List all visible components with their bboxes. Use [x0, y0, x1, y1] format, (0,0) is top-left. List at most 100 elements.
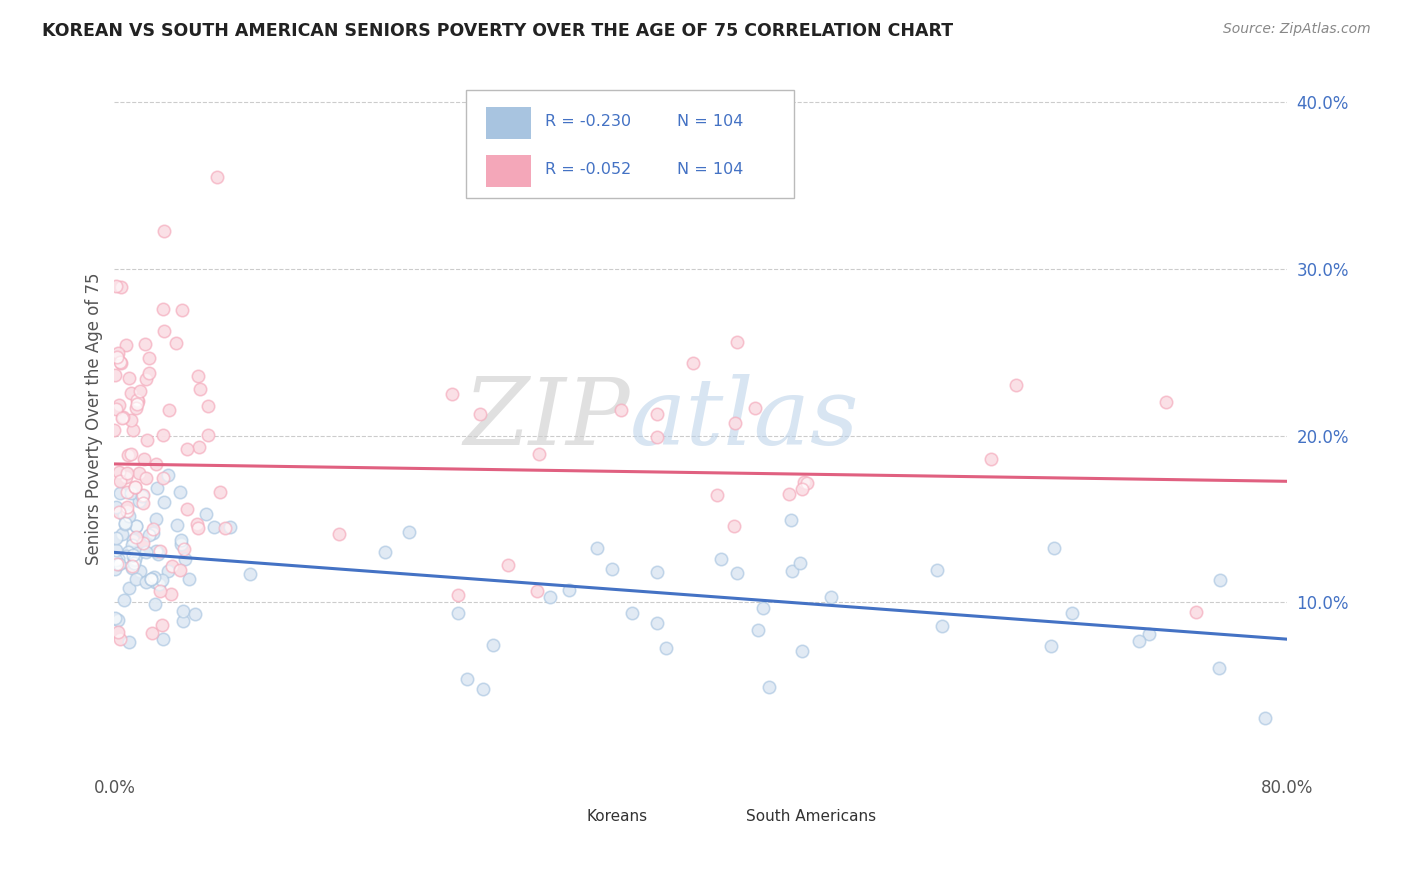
Point	[141, 572, 163, 586]
Point	[110, 279, 132, 293]
Point	[197, 399, 219, 413]
Text: N = 104: N = 104	[678, 114, 744, 129]
Point	[165, 335, 187, 350]
Point	[150, 618, 173, 632]
Point	[148, 576, 170, 591]
Point	[744, 401, 766, 415]
Point	[153, 224, 176, 238]
Point	[122, 553, 145, 567]
Point	[115, 470, 138, 484]
Point	[209, 485, 232, 500]
Point	[725, 566, 748, 581]
Point	[470, 407, 492, 421]
Point	[176, 501, 198, 516]
Point	[602, 562, 624, 576]
Point	[128, 493, 150, 508]
Point	[328, 527, 350, 541]
Point	[104, 279, 127, 293]
Point	[108, 505, 131, 519]
Point	[792, 482, 814, 496]
Point	[132, 536, 155, 550]
Point	[128, 466, 150, 480]
Point	[122, 556, 145, 570]
Point	[187, 368, 209, 383]
Point	[1042, 541, 1064, 556]
Point	[186, 516, 208, 531]
Point	[124, 519, 146, 533]
Point	[114, 508, 136, 523]
Point	[758, 680, 780, 694]
Point	[470, 407, 492, 421]
Point	[124, 480, 146, 494]
Point	[122, 423, 145, 437]
Point	[176, 442, 198, 456]
Point	[725, 334, 748, 349]
Point	[150, 618, 173, 632]
Point	[104, 553, 127, 567]
Point	[456, 673, 478, 687]
Point	[107, 613, 129, 627]
Point	[104, 368, 127, 382]
FancyBboxPatch shape	[486, 154, 530, 186]
Point	[1004, 378, 1026, 392]
Point	[1040, 640, 1063, 654]
Point	[1185, 605, 1208, 619]
Point	[1185, 605, 1208, 619]
Point	[780, 564, 803, 578]
Point	[105, 401, 128, 416]
Text: R = -0.230: R = -0.230	[544, 114, 631, 129]
Point	[111, 410, 134, 425]
Point	[107, 552, 129, 566]
Point	[121, 533, 143, 547]
Point	[610, 403, 633, 417]
Point	[980, 452, 1002, 467]
Point	[145, 597, 167, 611]
Point	[118, 508, 141, 523]
Point	[121, 533, 143, 547]
Point	[1253, 711, 1275, 725]
Point	[129, 564, 152, 578]
Point	[117, 545, 139, 559]
Point	[152, 632, 174, 646]
Point	[141, 573, 163, 587]
Point	[647, 408, 669, 422]
Point	[170, 537, 193, 551]
Point	[153, 324, 176, 338]
Point	[135, 545, 157, 559]
Point	[104, 542, 127, 557]
Point	[447, 607, 470, 621]
Point	[115, 503, 138, 517]
Point	[125, 401, 148, 415]
Point	[132, 496, 155, 510]
Text: N = 104: N = 104	[678, 161, 744, 177]
Point	[110, 486, 132, 500]
Point	[114, 508, 136, 523]
Point	[980, 452, 1002, 467]
Point	[152, 471, 174, 485]
Point	[125, 572, 148, 586]
Point	[108, 465, 131, 479]
Point	[706, 488, 728, 502]
Point	[138, 351, 160, 365]
Point	[169, 485, 191, 500]
Point	[172, 604, 194, 618]
Point	[115, 466, 138, 480]
Point	[118, 508, 141, 523]
Point	[187, 368, 209, 383]
Point	[792, 644, 814, 658]
Point	[105, 401, 128, 416]
Point	[710, 552, 733, 566]
Point	[654, 640, 676, 655]
Point	[205, 169, 228, 184]
Point	[447, 607, 470, 621]
Point	[173, 541, 195, 556]
Point	[108, 557, 131, 571]
Point	[238, 566, 260, 581]
Point	[526, 584, 548, 599]
Point	[142, 526, 165, 541]
Point	[104, 279, 127, 293]
Point	[529, 447, 551, 461]
Point	[820, 590, 842, 604]
Point	[115, 484, 138, 499]
Point	[122, 423, 145, 437]
